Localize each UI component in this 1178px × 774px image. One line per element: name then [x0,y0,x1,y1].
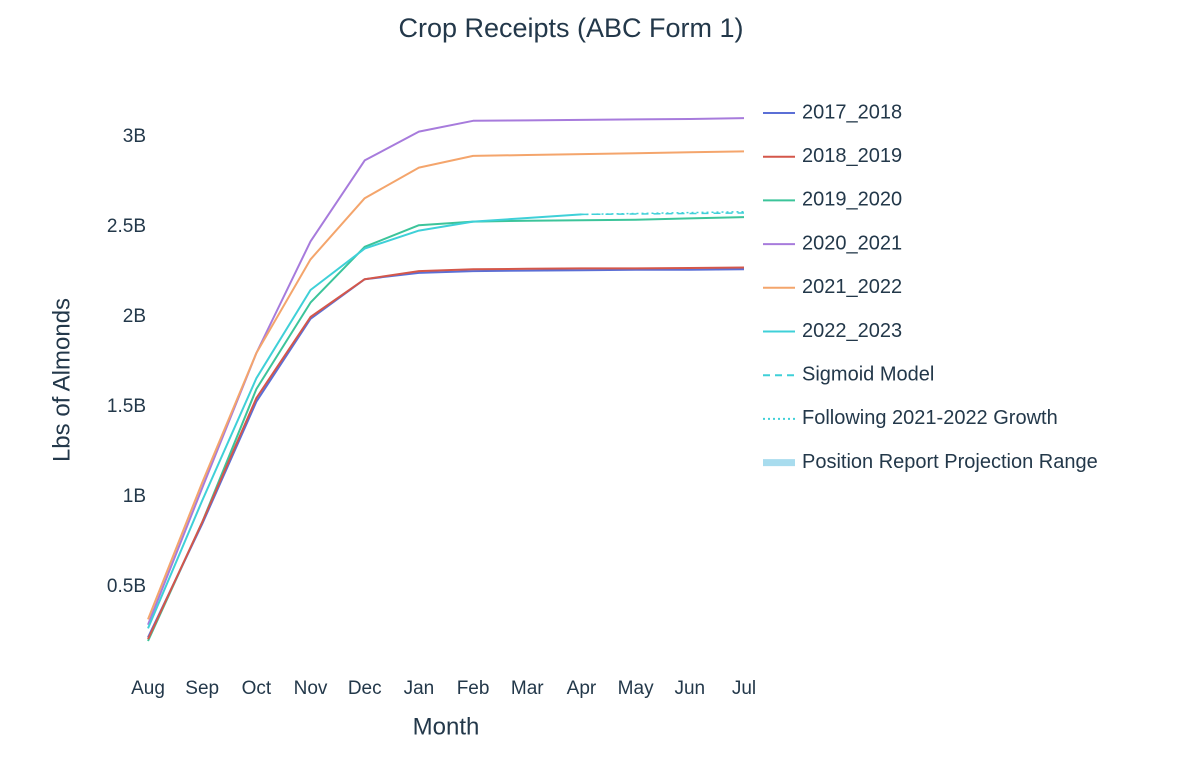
legend-label: 2017_2018 [802,101,902,123]
series-line [581,212,745,216]
y-tick-label: 3B [123,126,146,147]
legend-label: Following 2021-2022 Growth [802,407,1058,429]
x-tick-label: Apr [567,678,597,699]
x-tick-label: May [618,678,654,699]
y-tick-label: 1.5B [107,396,146,417]
y-tick-label: 2.5B [107,216,146,237]
legend-label: 2019_2020 [802,189,902,211]
x-tick-label: Mar [511,678,544,699]
x-tick-label: Jul [732,678,756,699]
series-line [147,268,745,638]
series-line [147,150,745,620]
x-tick-label: Feb [457,678,490,699]
y-axis-label: Lbs of Almonds [48,298,75,462]
x-tick-label: Aug [131,678,165,699]
y-tick-label: 0.5B [107,576,146,597]
x-tick-label: Nov [294,678,328,699]
x-tick-label: Sep [185,678,219,699]
series-line [147,117,745,626]
chart-title: Crop Receipts (ABC Form 1) [398,13,743,43]
legend-label: 2021_2022 [802,276,902,298]
x-axis-label: Month [413,713,480,740]
legend-label: 2022_2023 [802,320,902,342]
x-tick-label: Jan [404,678,435,699]
x-tick-label: Dec [348,678,382,699]
y-tick-label: 1B [123,486,146,507]
legend-label: Position Report Projection Range [802,451,1098,473]
series-line [147,216,745,642]
y-tick-label: 2B [123,306,146,327]
series-line [581,210,745,216]
legend-label: 2018_2019 [802,145,902,167]
x-tick-label: Jun [674,678,705,699]
series-line [147,213,582,629]
x-tick-label: Oct [242,678,272,699]
legend-label: 2020_2021 [802,232,902,254]
series-line [147,266,745,640]
legend-label: Sigmoid Model [802,363,934,385]
